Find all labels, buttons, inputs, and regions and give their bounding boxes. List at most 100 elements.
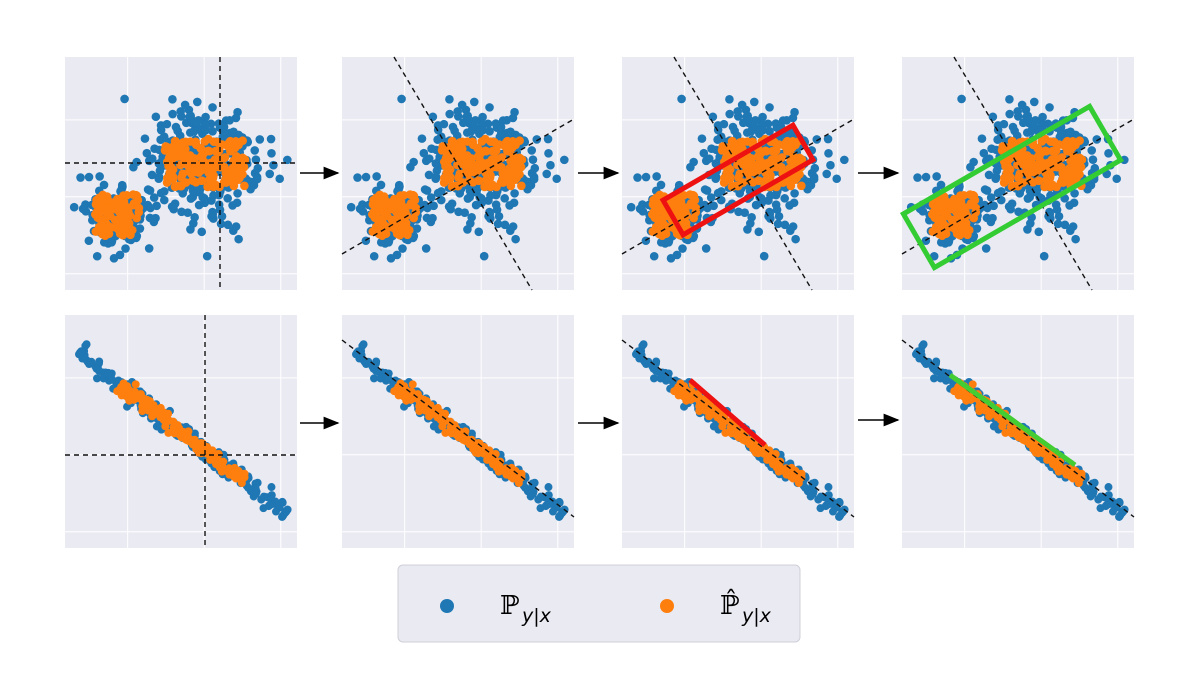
dashed-axis — [341, 339, 575, 518]
segment — [688, 378, 767, 447]
point — [234, 234, 243, 244]
point — [664, 238, 673, 247]
point — [159, 415, 168, 424]
point — [69, 202, 79, 212]
point — [490, 137, 499, 147]
point — [267, 483, 276, 492]
point — [439, 119, 449, 129]
point — [544, 148, 553, 158]
point — [543, 134, 553, 144]
point — [109, 253, 119, 263]
point — [486, 191, 495, 200]
point — [737, 100, 747, 110]
point — [1011, 181, 1020, 191]
point — [791, 234, 800, 244]
panel — [621, 56, 855, 291]
point — [223, 194, 232, 203]
point — [968, 380, 977, 389]
point — [225, 115, 234, 125]
point — [216, 219, 226, 229]
point — [436, 415, 445, 424]
point — [1033, 184, 1042, 194]
point — [713, 188, 723, 198]
point — [480, 134, 490, 144]
point — [765, 103, 774, 112]
point — [201, 112, 210, 122]
point — [149, 193, 159, 202]
point — [1040, 134, 1050, 144]
point — [937, 231, 947, 240]
point — [823, 134, 833, 144]
point — [1023, 169, 1033, 178]
point — [1104, 483, 1113, 492]
point — [475, 151, 484, 160]
point — [140, 134, 150, 143]
point — [641, 172, 651, 182]
point — [473, 184, 482, 194]
point — [170, 150, 179, 160]
point — [758, 125, 768, 135]
point — [734, 207, 743, 217]
point — [510, 189, 519, 198]
point — [1060, 220, 1070, 230]
point — [1031, 115, 1040, 125]
point — [703, 203, 712, 213]
point — [154, 172, 164, 182]
point — [403, 230, 412, 240]
point — [457, 159, 466, 168]
point — [126, 230, 135, 240]
point — [397, 216, 407, 226]
point — [397, 94, 406, 104]
point — [786, 181, 796, 191]
point — [133, 393, 142, 402]
point — [1065, 226, 1075, 235]
point — [785, 201, 794, 210]
arrows — [300, 166, 900, 430]
point — [471, 115, 480, 125]
point — [689, 231, 699, 241]
point — [209, 191, 218, 200]
point — [746, 127, 756, 136]
point — [154, 407, 163, 416]
point — [424, 170, 434, 180]
point — [774, 212, 784, 221]
point — [652, 203, 661, 212]
point — [82, 340, 91, 349]
point — [421, 403, 430, 412]
point — [139, 394, 148, 403]
legend-subscript: y|x — [521, 605, 552, 627]
point — [474, 227, 484, 237]
point — [259, 492, 268, 501]
point — [638, 207, 648, 216]
point — [265, 501, 274, 510]
point — [440, 143, 449, 152]
point — [445, 94, 454, 104]
point — [441, 428, 450, 437]
point — [189, 127, 199, 136]
point — [758, 112, 767, 122]
point — [936, 180, 946, 190]
point — [1108, 507, 1117, 516]
point — [215, 205, 225, 215]
dashed-axis — [393, 56, 533, 291]
point — [364, 357, 373, 366]
legend-marker — [440, 599, 454, 613]
point — [87, 357, 96, 366]
point — [548, 507, 557, 516]
point — [168, 94, 177, 104]
point — [706, 193, 716, 202]
point — [969, 213, 979, 223]
point — [728, 136, 737, 146]
point — [120, 94, 129, 104]
point — [924, 357, 933, 366]
point — [147, 170, 157, 180]
point — [278, 497, 287, 506]
point — [208, 126, 217, 136]
point — [719, 119, 729, 129]
point — [361, 172, 371, 182]
point — [1157, 90, 1166, 99]
point — [1050, 137, 1059, 147]
point — [828, 507, 837, 516]
point — [782, 115, 791, 125]
point — [107, 238, 116, 247]
